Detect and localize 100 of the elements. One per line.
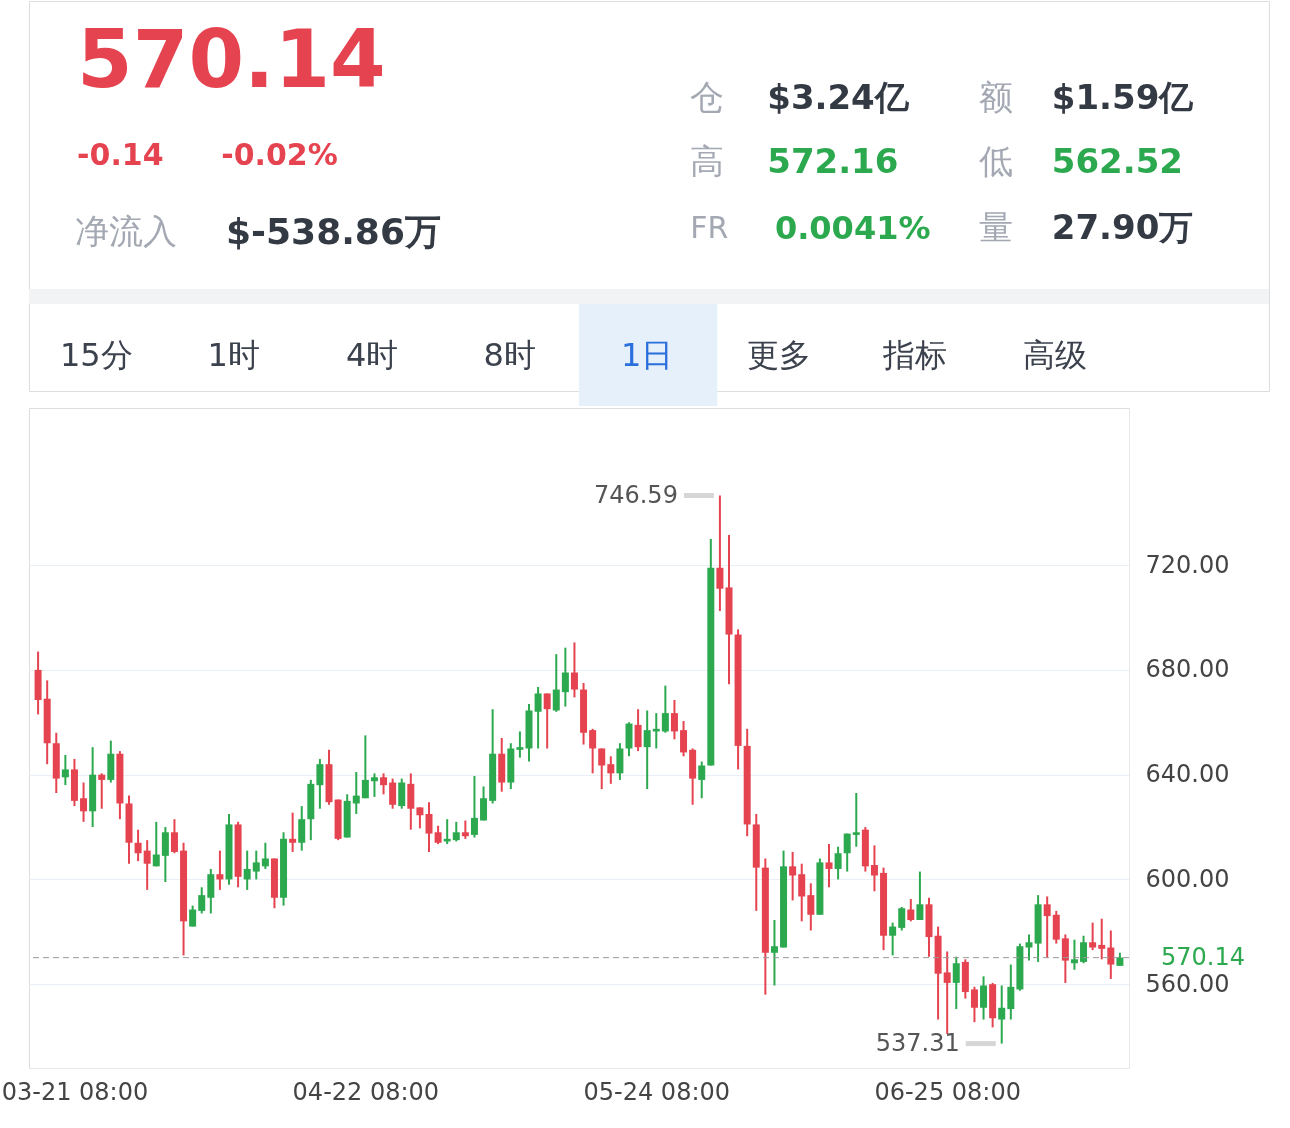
candlestick: [889, 921, 897, 957]
candlestick: [870, 844, 878, 893]
candlestick: [361, 734, 369, 800]
candlestick: [770, 919, 778, 987]
candlestick: [425, 801, 433, 853]
candlestick: [134, 828, 142, 863]
text: $3.24亿: [767, 77, 910, 117]
text: 572.16: [767, 141, 899, 181]
text: 1日: [620, 336, 674, 374]
y-tick-label: 600.00: [1145, 864, 1230, 893]
candlestick: [825, 843, 833, 889]
candlestick: [143, 839, 151, 891]
candlestick: [543, 692, 551, 750]
candlestick: [1080, 934, 1088, 965]
candlestick: [298, 805, 306, 852]
text: 低: [978, 141, 1013, 181]
candlestick: [1089, 921, 1097, 952]
text: 4时: [345, 336, 399, 374]
text: -0.02%: [221, 137, 338, 172]
y-tick-label: 560.00: [1145, 969, 1230, 998]
candlestick: [943, 950, 951, 1035]
candlestick: [834, 845, 842, 881]
text: 562.52: [1051, 141, 1183, 181]
candlestick: [480, 785, 488, 822]
candlestick: [1025, 933, 1033, 962]
candlestick: [807, 882, 815, 932]
x-tick-label: 06-25 08:00: [874, 1077, 1021, 1106]
candlestick: [698, 760, 706, 800]
x-tick-label: 03-21 08:00: [1, 1077, 149, 1106]
candlestick: [970, 985, 978, 1024]
candlestick: [1007, 963, 1015, 1021]
candlestick: [916, 870, 924, 922]
candlestick: [598, 747, 606, 791]
text: 指标: [882, 336, 948, 374]
text: 高: [690, 141, 725, 181]
candlestick: [252, 849, 260, 881]
candlestick: [898, 905, 906, 932]
candlestick: [570, 641, 578, 699]
text: 高级: [1022, 336, 1087, 374]
candlestick: [80, 781, 88, 823]
text: 量: [978, 207, 1013, 247]
candlestick: [380, 772, 388, 796]
text: 27.90万: [1051, 207, 1194, 247]
candlestick: [416, 806, 424, 830]
y-tick-label: 680.00: [1145, 655, 1230, 684]
text: 额: [978, 77, 1013, 117]
candlestick: [389, 777, 397, 810]
candlestick: [680, 719, 688, 758]
candlestick: [534, 685, 542, 750]
candlestick: [434, 824, 442, 846]
candlestick: [207, 867, 215, 915]
text: 更多: [746, 336, 811, 374]
text: 1时: [207, 336, 260, 374]
candlestick: [670, 699, 678, 741]
candlestick: [789, 850, 797, 902]
annotation: 746.59: [593, 480, 678, 509]
candlestick: [216, 849, 224, 891]
candlestick: [907, 898, 915, 923]
candlestick: [980, 975, 988, 1021]
candlestick: [952, 955, 960, 1011]
candlestick: [561, 646, 569, 708]
text: 仓: [690, 77, 725, 117]
text: $1.59亿: [1051, 77, 1195, 117]
text: 净流入: [75, 211, 178, 251]
candlestick: [152, 820, 160, 868]
candlestick: [98, 772, 106, 810]
candlestick: [1107, 929, 1115, 980]
text: -0.14: [77, 137, 164, 172]
x-tick-label: 05-24 08:00: [583, 1077, 731, 1106]
candlestick: [643, 709, 651, 791]
ref-line-label: 570.14: [1161, 942, 1245, 971]
annotation: 537.31: [875, 1028, 960, 1057]
candlestick: [1061, 933, 1069, 984]
candlestick: [61, 754, 69, 787]
candlestick: [607, 755, 615, 785]
candlestick: [516, 730, 524, 759]
candlestick: [189, 904, 197, 928]
candlestick: [552, 653, 560, 713]
candlestick: [589, 727, 597, 775]
text: FR: [690, 210, 729, 245]
candlestick: [461, 819, 469, 840]
text: 0.0041%: [774, 209, 931, 247]
candlestick: [998, 984, 1006, 1045]
candlestick: [170, 818, 178, 855]
text: $-538.86万: [226, 211, 441, 252]
candlestick: [661, 684, 669, 734]
y-tick-label: 720.00: [1145, 550, 1230, 579]
candlestick: [452, 820, 460, 843]
x-tick-label: 04-22 08:00: [292, 1077, 440, 1106]
candlestick: [716, 494, 724, 612]
chart-title: 570.14: [77, 13, 386, 106]
candlestick: [161, 826, 169, 884]
candlestick: [852, 792, 860, 848]
y-tick-label: 640.00: [1145, 760, 1230, 789]
candlestick: [289, 811, 297, 853]
candlestick: [398, 777, 406, 810]
candlestick: [634, 708, 642, 753]
candlestick: [1070, 938, 1078, 971]
candlestick: [798, 862, 806, 923]
candlestick: [261, 841, 269, 870]
